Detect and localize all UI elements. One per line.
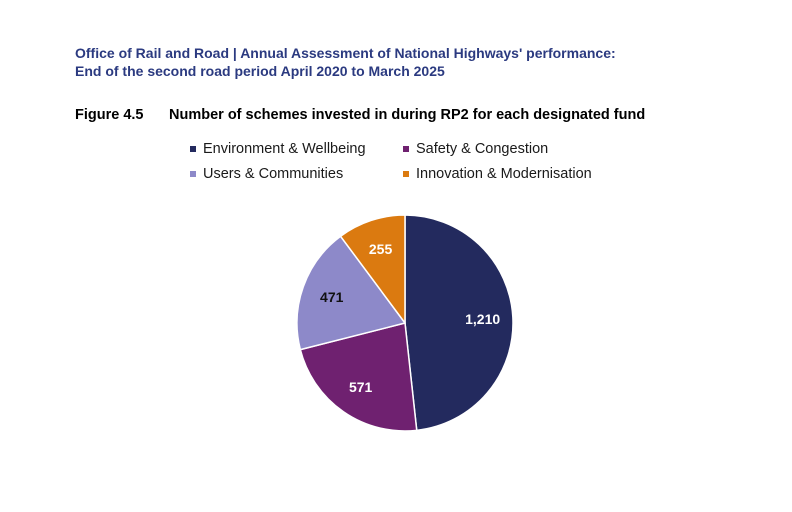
figure-number: Figure 4.5 bbox=[75, 107, 144, 123]
pie-slice-environment bbox=[404, 214, 514, 432]
data-label-safety: 571 bbox=[349, 379, 373, 395]
legend-item-safety: Safety & Congestion bbox=[403, 141, 548, 157]
figure-caption: Figure 4.5 Number of schemes invested in … bbox=[75, 107, 775, 123]
legend-item-users: Users & Communities bbox=[190, 166, 403, 182]
pie-slice-users bbox=[296, 235, 406, 351]
chart-legend: Environment & Wellbeing Safety & Congest… bbox=[190, 136, 710, 186]
data-label-environment: 1,210 bbox=[465, 311, 500, 327]
legend-label-environment: Environment & Wellbeing bbox=[203, 140, 366, 157]
legend-item-innovation: Innovation & Modernisation bbox=[403, 166, 592, 182]
header-line-1: Office of Rail and Road | Annual Assessm… bbox=[75, 45, 616, 61]
legend-label-safety: Safety & Congestion bbox=[416, 140, 549, 157]
legend-swatch-environment bbox=[190, 145, 196, 152]
data-label-users: 471 bbox=[320, 289, 344, 305]
pie-slice-safety bbox=[299, 322, 418, 432]
legend-item-environment: Environment & Wellbeing bbox=[190, 141, 403, 157]
pie-slice-innovation bbox=[339, 214, 406, 324]
header-line-2: End of the second road period April 2020… bbox=[75, 63, 445, 79]
legend-swatch-innovation bbox=[403, 170, 409, 177]
legend-swatch-safety bbox=[403, 145, 409, 152]
document-header: Office of Rail and Road | Annual Assessm… bbox=[75, 44, 775, 80]
data-label-innovation: 255 bbox=[369, 241, 393, 257]
legend-label-innovation: Innovation & Modernisation bbox=[416, 165, 592, 182]
legend-label-users: Users & Communities bbox=[203, 165, 344, 182]
figure-title: Number of schemes invested in during RP2… bbox=[169, 107, 646, 123]
legend-swatch-users bbox=[190, 170, 196, 177]
